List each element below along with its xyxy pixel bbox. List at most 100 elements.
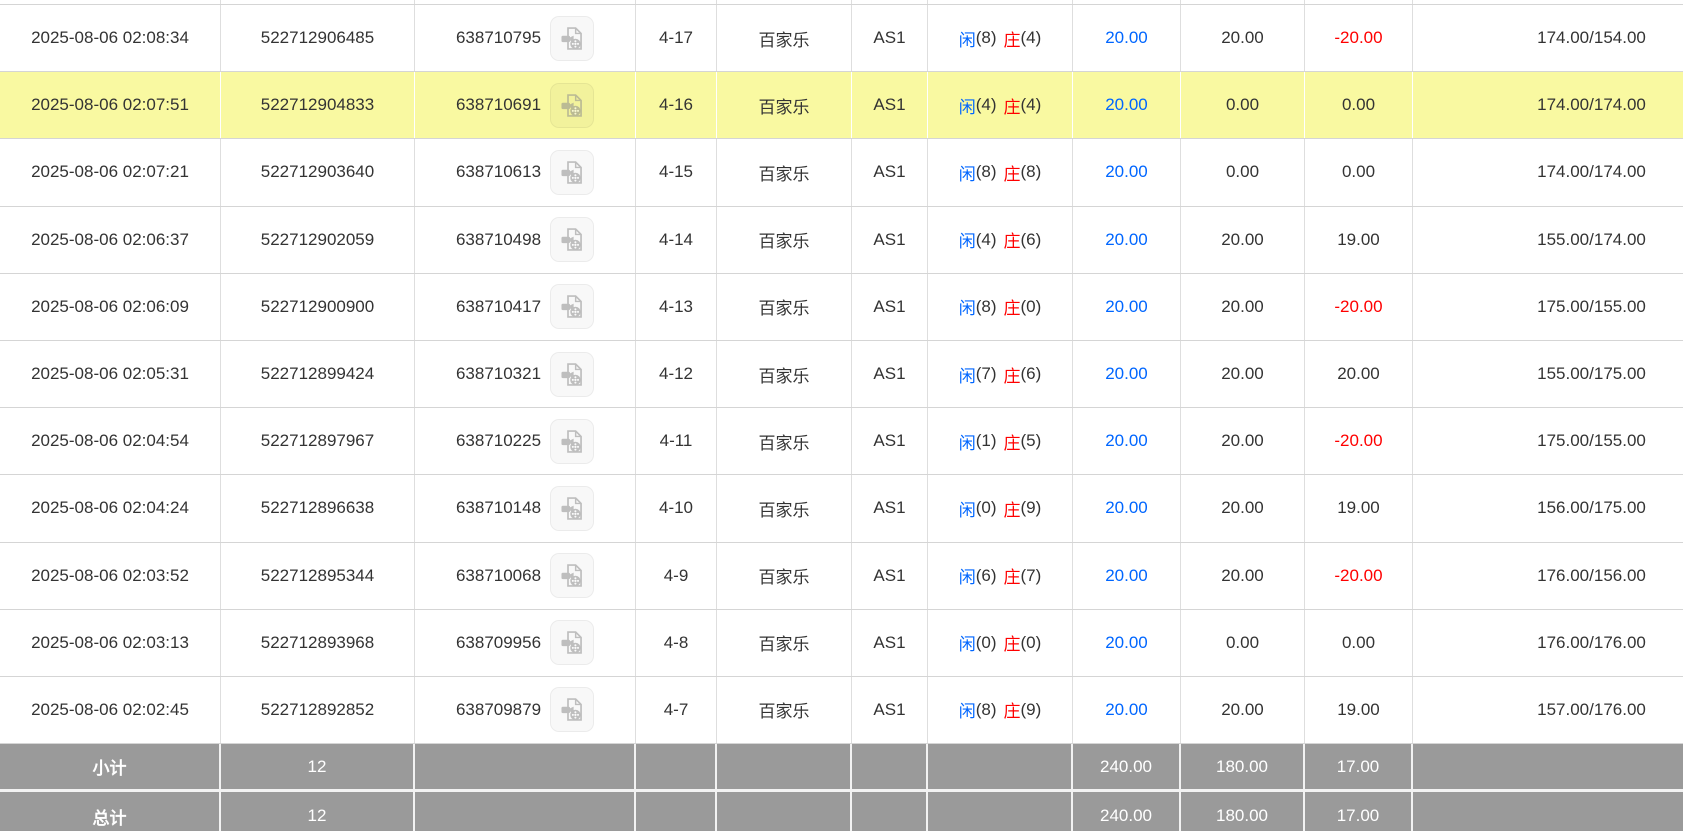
game-type: 百家乐 xyxy=(758,366,810,386)
result-cell: 闲 (4) 庄 (4) xyxy=(928,72,1073,139)
banker-label: 庄 xyxy=(1003,299,1021,319)
bet-id: 522712896638 xyxy=(260,498,375,518)
winloss-cell: 0.00 xyxy=(1305,139,1413,206)
bet-amount-cell: 20.00 xyxy=(1073,5,1181,72)
game-type-cell: 百家乐 xyxy=(717,273,852,340)
table-code-cell: AS1 xyxy=(852,139,928,206)
video-replay-button[interactable] xyxy=(550,149,595,195)
table-row[interactable]: 2025-08-06 02:07:21 522712903640 638710613… xyxy=(0,139,1683,207)
bet-time: 2025-08-06 02:07:51 xyxy=(31,95,189,115)
round-id: 638710795 xyxy=(455,28,542,48)
bet-amount-link[interactable]: 20.00 xyxy=(1105,28,1148,48)
bet-time: 2025-08-06 02:03:13 xyxy=(31,632,189,652)
winloss-amount: 0.00 xyxy=(1341,632,1376,652)
video-replay-button[interactable] xyxy=(550,418,595,464)
table-row[interactable]: 2025-08-06 02:03:13 522712893968 638709956… xyxy=(0,609,1683,677)
table-row[interactable]: 2025-08-06 02:07:51 522712904833 638710691… xyxy=(0,72,1683,140)
round-number: 4-16 xyxy=(658,95,694,115)
bet-amount-link[interactable]: 20.00 xyxy=(1105,296,1148,316)
round-number-cell: 4-9 xyxy=(636,542,717,609)
video-replay-button[interactable] xyxy=(550,687,595,733)
bet-id-cell: 522712896638 xyxy=(221,475,415,542)
table-row[interactable]: 2025-08-06 02:03:52 522712895344 638710068… xyxy=(0,542,1683,610)
bet-time-cell: 2025-08-06 02:06:09 xyxy=(0,273,221,340)
summary-empty-cell xyxy=(636,792,717,831)
video-replay-button[interactable] xyxy=(550,553,595,599)
bet-amount-link[interactable]: 20.00 xyxy=(1105,95,1148,115)
table-row[interactable]: 2025-08-06 02:08:34 522712906485 638710795… xyxy=(0,5,1683,73)
bet-amount-link[interactable]: 20.00 xyxy=(1105,699,1148,719)
video-replay-button[interactable] xyxy=(550,351,595,397)
bet-amount-link[interactable]: 20.00 xyxy=(1105,565,1148,585)
winloss-amount: 19.00 xyxy=(1337,498,1380,518)
table-code-cell: AS1 xyxy=(852,206,928,273)
game-type-cell: 百家乐 xyxy=(717,5,852,72)
bet-id-cell: 522712906485 xyxy=(221,5,415,72)
balance-value: 176.00/156.00 xyxy=(1537,565,1646,585)
bet-time: 2025-08-06 02:02:45 xyxy=(31,699,189,719)
clipped-cell xyxy=(415,0,636,4)
video-replay-icon xyxy=(559,495,586,522)
banker-points: (0) xyxy=(1020,296,1042,316)
table-code: AS1 xyxy=(873,565,906,585)
video-replay-button[interactable] xyxy=(550,620,595,666)
table-row[interactable]: 2025-08-06 02:05:31 522712899424 638710321… xyxy=(0,340,1683,409)
clipped-row xyxy=(0,0,1683,5)
table-row[interactable]: 2025-08-06 02:06:09 522712900900 638710417… xyxy=(0,273,1683,341)
table-row[interactable]: 2025-08-06 02:04:54 522712897967 638710225… xyxy=(0,408,1683,476)
summary-bet-total-cell: 240.00 xyxy=(1073,792,1181,831)
winloss-cell: 19.00 xyxy=(1305,676,1413,744)
video-replay-button[interactable] xyxy=(550,15,595,61)
banker-label: 庄 xyxy=(1003,500,1021,520)
summary-empty-cell xyxy=(415,792,636,831)
table-code-cell: AS1 xyxy=(852,676,928,744)
table-row[interactable]: 2025-08-06 02:04:24 522712896638 638710148… xyxy=(0,475,1683,543)
bet-id: 522712906485 xyxy=(260,28,375,48)
round-id: 638709879 xyxy=(455,699,542,719)
bet-amount-link[interactable]: 20.00 xyxy=(1105,229,1148,249)
bet-id: 522712892852 xyxy=(260,699,375,719)
summary-empty-cell xyxy=(1413,792,1683,831)
bet-amount-link[interactable]: 20.00 xyxy=(1105,632,1148,652)
video-replay-icon xyxy=(559,696,586,723)
game-type-cell: 百家乐 xyxy=(717,408,852,475)
game-type: 百家乐 xyxy=(758,635,810,655)
valid-amount-cell: 20.00 xyxy=(1181,542,1305,609)
table-code-cell: AS1 xyxy=(852,5,928,72)
video-replay-button[interactable] xyxy=(550,485,595,531)
bet-amount-link[interactable]: 20.00 xyxy=(1105,498,1148,518)
clipped-cell xyxy=(0,0,221,4)
video-replay-button[interactable] xyxy=(550,217,595,263)
bet-id: 522712900900 xyxy=(260,296,375,316)
bet-amount-link[interactable]: 20.00 xyxy=(1105,431,1148,451)
video-replay-button[interactable] xyxy=(550,284,595,330)
round-id: 638710148 xyxy=(455,498,542,518)
player-points: (4) xyxy=(975,229,997,249)
round-number: 4-12 xyxy=(658,364,694,384)
player-label: 闲 xyxy=(958,366,976,386)
round-number-cell: 4-11 xyxy=(636,408,717,475)
table-code: AS1 xyxy=(873,296,906,316)
summary-empty-cell xyxy=(717,792,852,831)
bet-amount-cell: 20.00 xyxy=(1073,542,1181,609)
video-replay-button[interactable] xyxy=(550,82,595,128)
bet-amount-link[interactable]: 20.00 xyxy=(1105,162,1148,182)
balance-value: 155.00/174.00 xyxy=(1537,229,1646,249)
banker-points: (0) xyxy=(1020,632,1042,652)
bet-amount-link[interactable]: 20.00 xyxy=(1105,364,1148,384)
round-id: 638710417 xyxy=(455,296,542,316)
game-type: 百家乐 xyxy=(758,164,810,184)
clipped-cell xyxy=(636,0,717,4)
round-id-cell: 638710321 xyxy=(415,340,636,408)
valid-amount-cell: 20.00 xyxy=(1181,475,1305,542)
round-id: 638710498 xyxy=(455,229,542,249)
bet-amount-cell: 20.00 xyxy=(1073,676,1181,744)
table-row[interactable]: 2025-08-06 02:06:37 522712902059 638710498… xyxy=(0,206,1683,274)
summary-label: 小计 xyxy=(92,759,127,779)
player-label: 闲 xyxy=(958,702,976,722)
balance-value: 157.00/176.00 xyxy=(1537,699,1646,719)
table-row[interactable]: 2025-08-06 02:02:45 522712892852 638709879… xyxy=(0,676,1683,745)
bet-time-cell: 2025-08-06 02:04:24 xyxy=(0,475,221,542)
video-replay-icon xyxy=(559,92,586,119)
